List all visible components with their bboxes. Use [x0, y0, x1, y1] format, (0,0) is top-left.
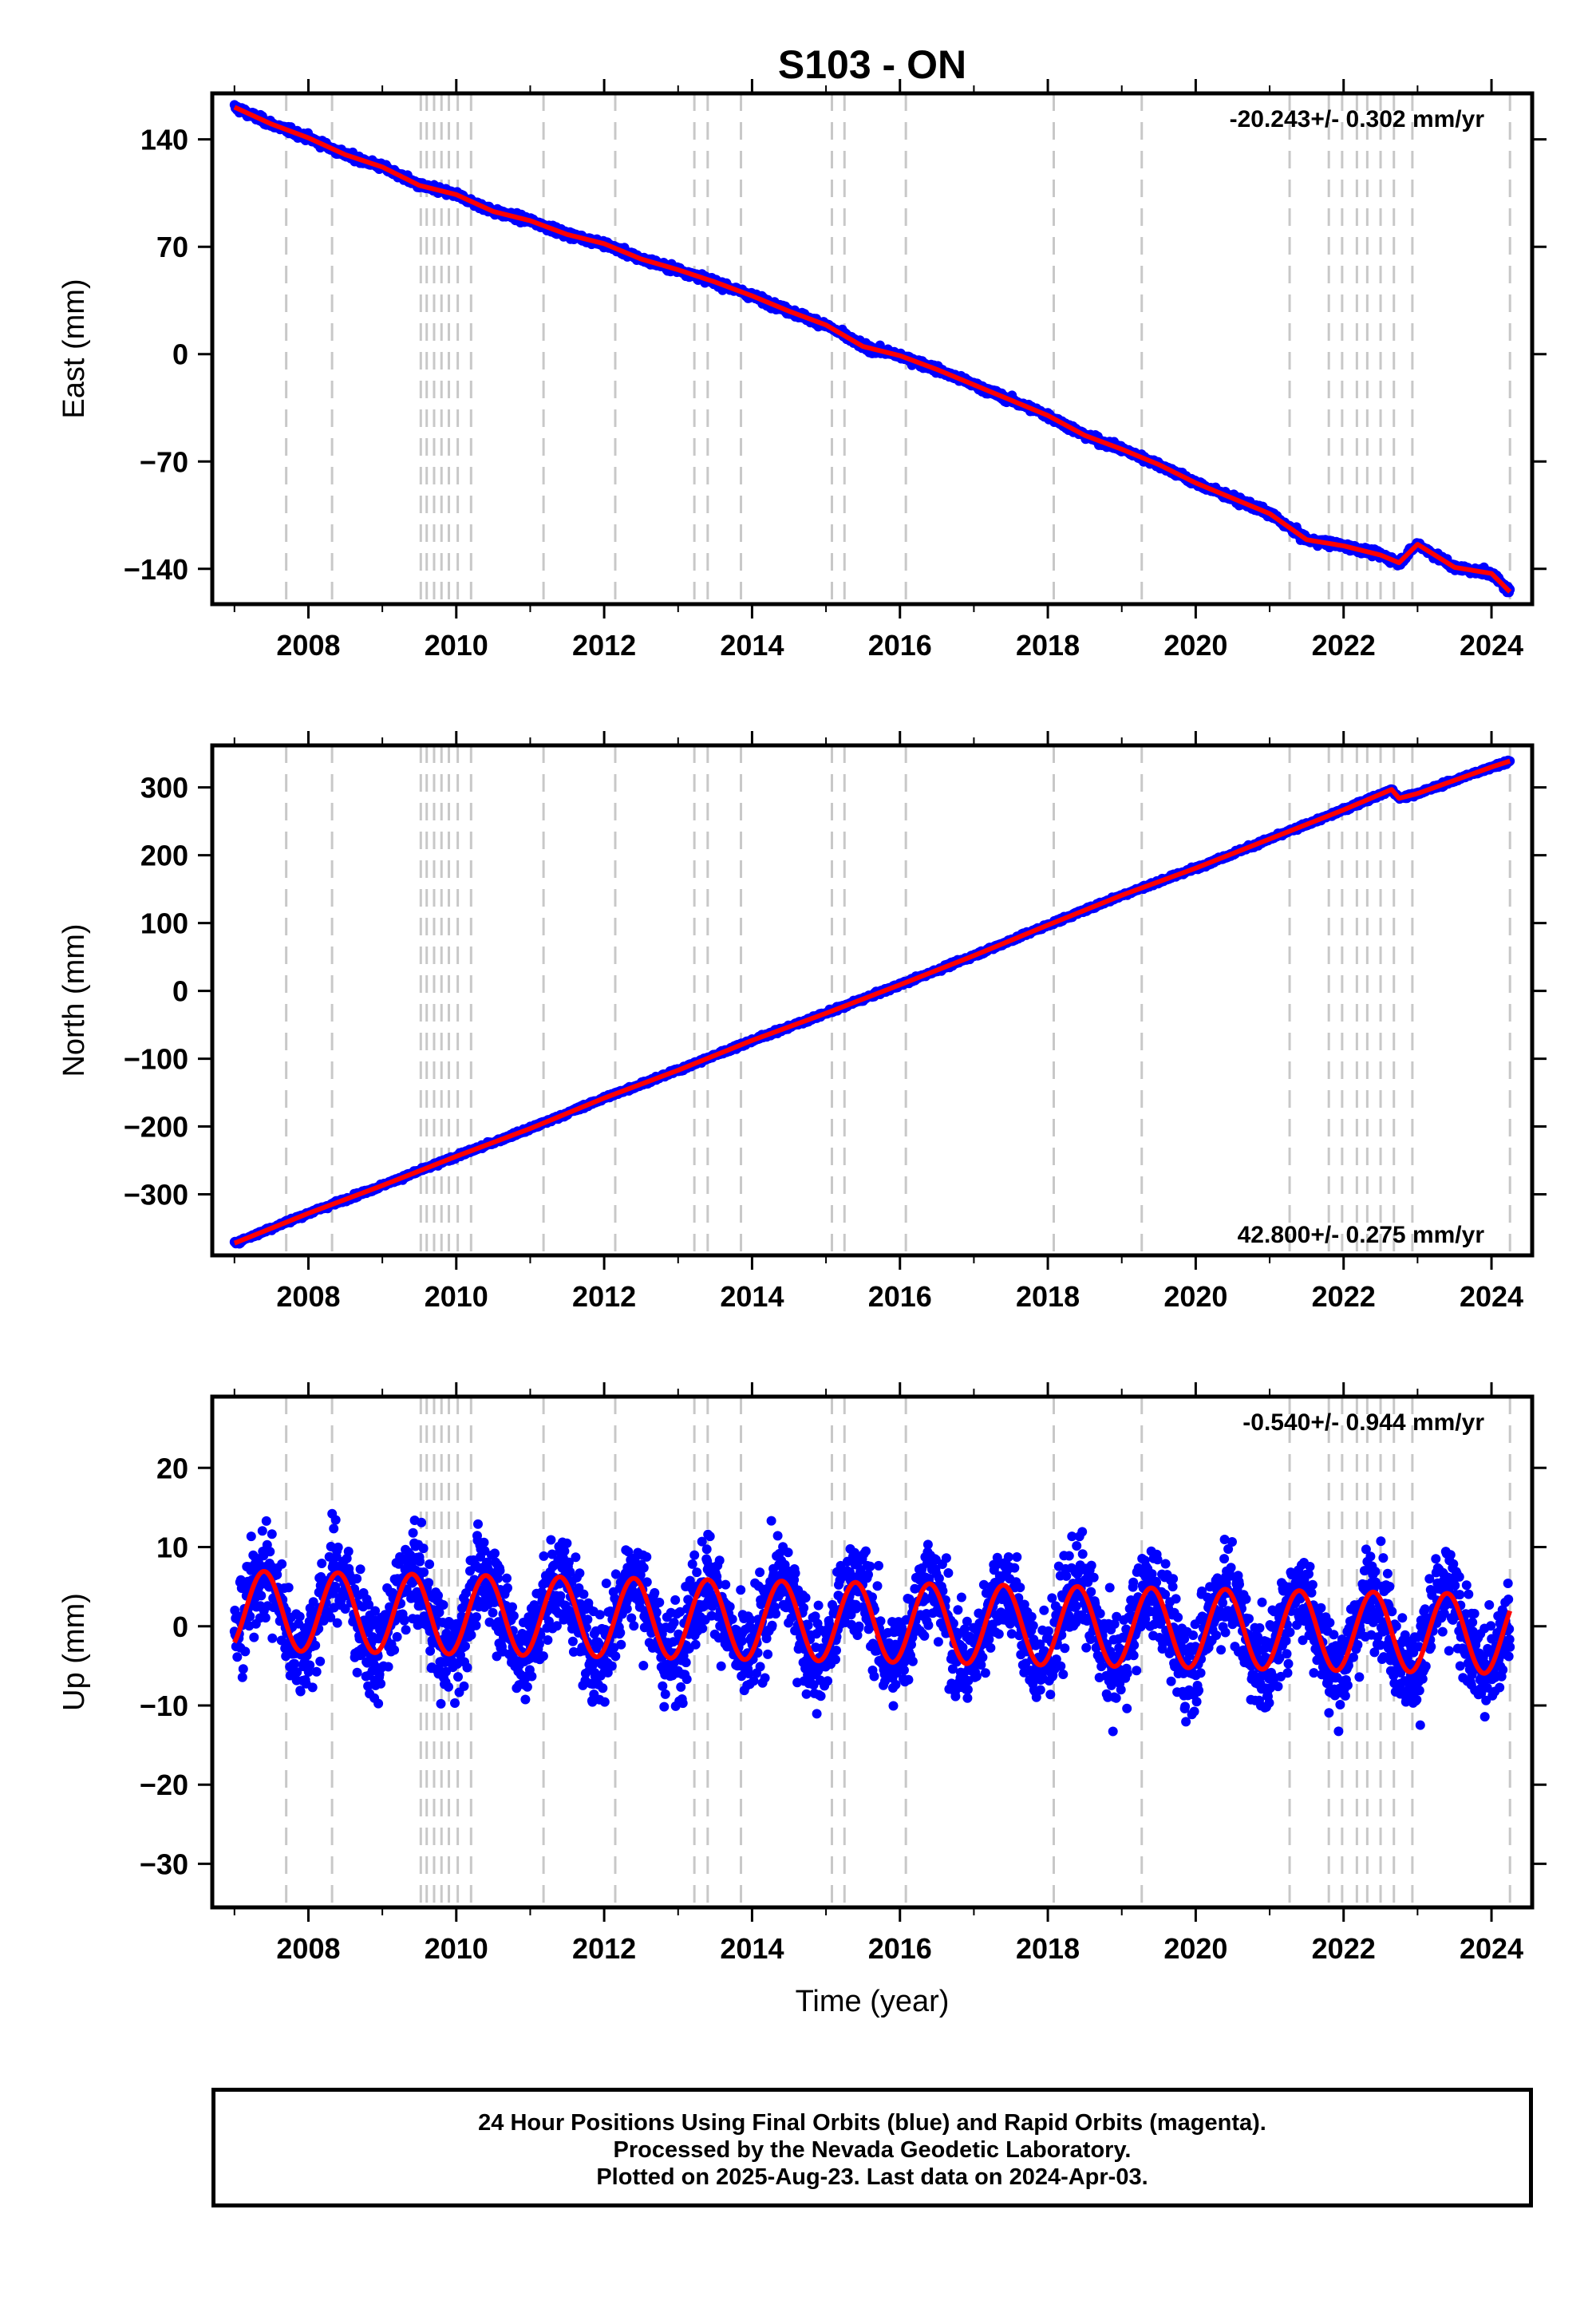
y-tick-label: 140 [140, 124, 188, 156]
y-tick-label: 70 [156, 231, 188, 263]
y-axis-label: East (mm) [57, 279, 91, 418]
x-tick-label: 2012 [572, 629, 636, 662]
x-tick-label: 2014 [720, 629, 784, 662]
rate-annotation: -20.243+/- 0.302 mm/yr [1230, 106, 1485, 132]
data-points-north [229, 755, 1515, 1249]
x-tick-label: 2010 [425, 629, 488, 662]
plot-title: S103 - ON [778, 42, 966, 87]
y-tick-label: −140 [124, 553, 188, 586]
y-tick-label: −70 [140, 445, 188, 478]
y-tick-label: 0 [172, 338, 188, 371]
x-tick-label: 2022 [1312, 629, 1376, 662]
x-tick-label: 2018 [1016, 629, 1080, 662]
x-tick-label: 2024 [1460, 629, 1523, 662]
x-tick-label: 2008 [276, 629, 340, 662]
panel-east: 2008 2010 2012 2014 2016 2018 2020 2022 2024 140 7… [57, 79, 1547, 662]
panel-north: 2008 2010 2012 2014 2016 2018 2020 2022 20243002… [57, 731, 1547, 1313]
x-tick-label: 2020 [1163, 629, 1227, 662]
x-tick-label: 2016 [868, 629, 932, 662]
